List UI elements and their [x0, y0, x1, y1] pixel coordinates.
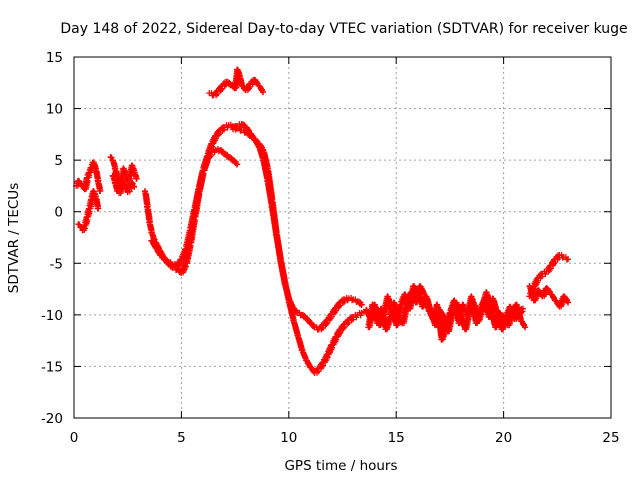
y-tick-label: 0 [54, 205, 63, 221]
data-points [73, 66, 572, 376]
trace-marker [84, 177, 91, 184]
x-tick-label: 10 [280, 430, 297, 446]
data-point [128, 179, 135, 186]
data-point [565, 299, 572, 306]
x-tick-label: 0 [70, 430, 79, 446]
y-tick-label: -20 [41, 411, 63, 427]
y-tick-label: -5 [50, 256, 63, 272]
x-axis-label: GPS time / hours [284, 458, 397, 474]
x-tick-label: 25 [602, 430, 619, 446]
data-point [260, 89, 267, 96]
chart-title: Day 148 of 2022, Sidereal Day-to-day VTE… [60, 21, 627, 37]
y-tick-label: -15 [41, 359, 63, 375]
plot-frame [73, 56, 612, 419]
y-tick-label: 15 [46, 50, 63, 66]
data-point [94, 205, 101, 212]
data-point [133, 175, 140, 182]
trace-marker [349, 297, 356, 304]
y-tick-label: 10 [46, 102, 63, 118]
y-tick-label: -10 [41, 308, 63, 324]
data-point [358, 301, 365, 308]
trace-marker [196, 189, 203, 196]
trace-marker [172, 263, 179, 270]
data-point [131, 183, 138, 190]
tick-labels: 0 5 10 15 20 25 -20 -15 -10 -5 0 5 10 15 [41, 50, 620, 446]
x-tick-label: 5 [177, 430, 186, 446]
data-point [522, 324, 529, 331]
data-point [519, 305, 526, 312]
data-point [234, 161, 241, 168]
y-tick-label: 5 [54, 153, 63, 169]
y-axis-label: SDTVAR / TECUs [6, 183, 22, 293]
data-point [96, 188, 103, 195]
grid-lines [74, 57, 611, 418]
x-tick-label: 15 [388, 430, 405, 446]
x-tick-label: 20 [495, 430, 512, 446]
data-point [565, 256, 572, 263]
trace-marker [404, 300, 411, 307]
trace-marker [191, 209, 198, 216]
